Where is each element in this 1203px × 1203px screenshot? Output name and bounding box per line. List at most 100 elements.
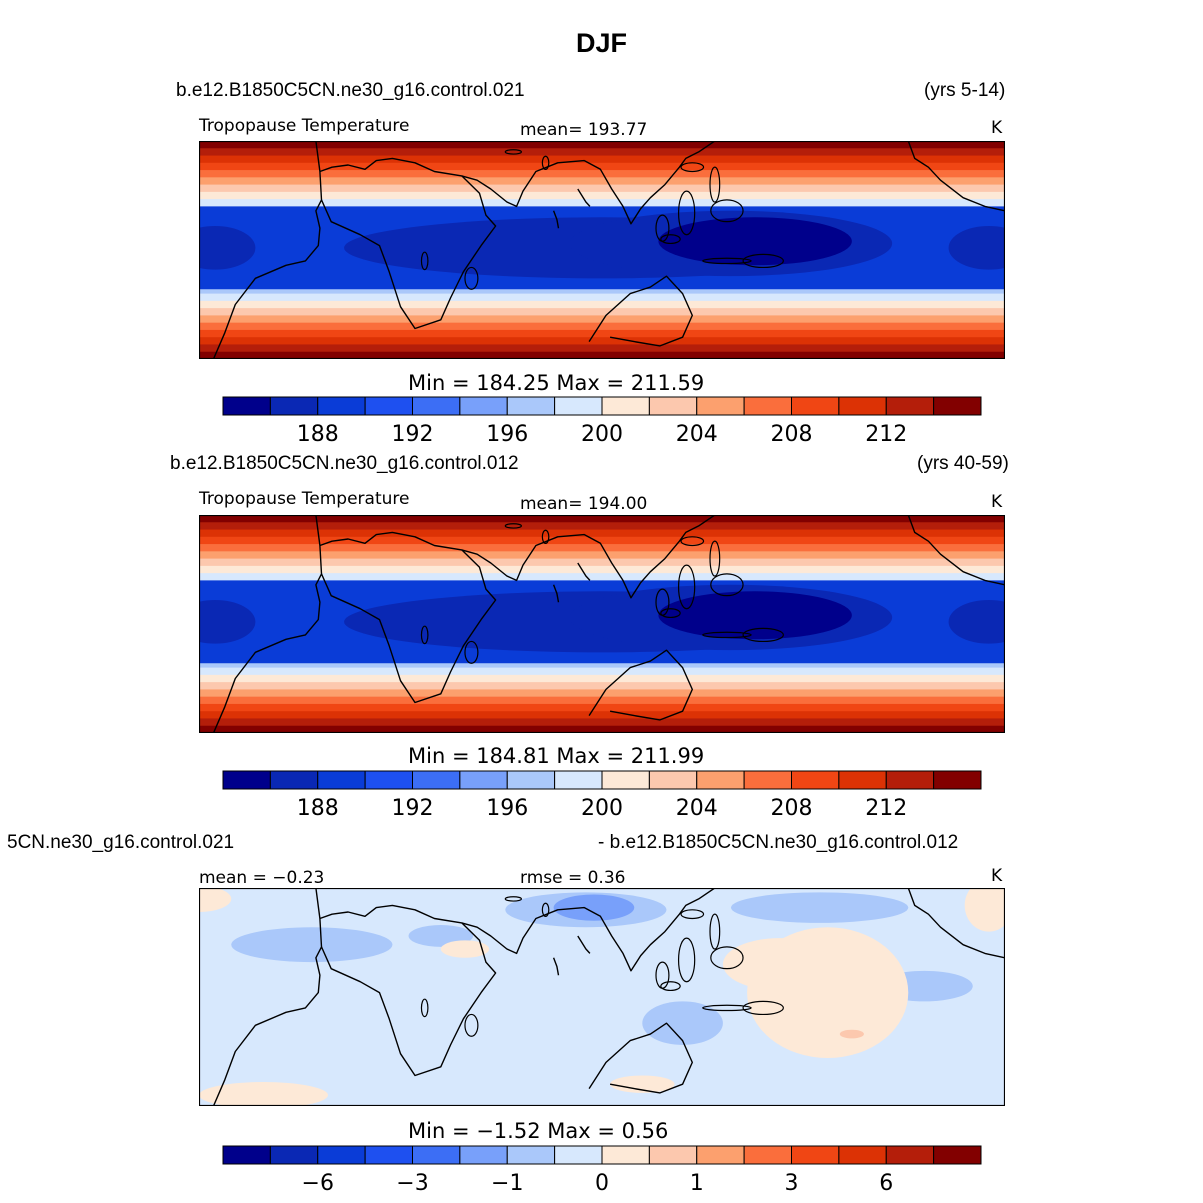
colorbar-swatch: [791, 1145, 840, 1165]
temperature-map-2: [199, 515, 1005, 733]
positive-anomaly: [839, 1029, 864, 1039]
colorbar-1: 188 192 196 200 204 208 212: [222, 396, 982, 446]
colorbar-tick-label: −1: [491, 1171, 523, 1195]
colorbar-swatch: [554, 396, 603, 416]
colorbar-tick-label: 188: [297, 796, 339, 820]
difference-field: [199, 888, 1005, 1106]
map3-island: [420, 998, 429, 1018]
colorbar-swatch: [743, 396, 792, 416]
temperature-field: [199, 141, 1005, 359]
map2-coastline: [907, 515, 1005, 586]
temperature-field: [199, 515, 1005, 733]
colorbar-tick-label: 188: [297, 422, 339, 446]
map-frame: [199, 141, 1005, 359]
map1-island: [541, 155, 550, 170]
map2-island: [504, 523, 522, 529]
colorbar-swatch: [838, 770, 887, 790]
colorbar-swatch: [317, 1145, 366, 1165]
cold-region: [948, 226, 1005, 270]
colorbar-swatch: [317, 396, 366, 416]
units-label-3: K: [991, 866, 1003, 886]
colorbar-tick-label: 192: [392, 796, 434, 820]
map2-coastline: [461, 515, 716, 599]
colorbar-tick-label: 200: [581, 796, 623, 820]
units-label-2: K: [991, 492, 1003, 512]
map2-island: [677, 564, 696, 610]
map1-island: [464, 266, 479, 290]
coldest-region: [658, 591, 852, 640]
map1-island: [677, 190, 696, 236]
coldest-region: [658, 217, 852, 266]
mean-label-2: mean= 194.00: [520, 494, 648, 514]
map1-island: [709, 166, 721, 203]
cold-region: [199, 600, 256, 644]
colorbar-tick-label: 212: [865, 422, 907, 446]
variable-label-2: Tropopause Temperature: [199, 489, 410, 509]
map1-coastline: [461, 141, 716, 225]
map3-coastline: [588, 1022, 693, 1094]
positive-anomaly: [440, 940, 490, 958]
map3-island: [464, 1013, 479, 1037]
colorbar-swatch: [696, 770, 745, 790]
map1-island: [742, 253, 784, 269]
cold-region: [948, 600, 1005, 644]
map2-island: [702, 631, 752, 639]
colorbar-swatch: [459, 1145, 508, 1165]
colorbar-swatch: [412, 770, 461, 790]
case-name-3: 5CN.ne30_g16.control.021: [7, 832, 235, 853]
colorbar-swatch: [743, 770, 792, 790]
case-name-1: b.e12.B1850C5CN.ne30_g16.control.021: [176, 80, 525, 101]
colorbar-tick-label: 204: [676, 796, 718, 820]
units-label-1: K: [991, 118, 1003, 138]
colorbar-swatch: [791, 396, 840, 416]
colorbar-swatch: [506, 770, 556, 790]
map2-island: [660, 608, 681, 619]
colorbar-swatch: [412, 396, 461, 416]
map3-island: [680, 909, 705, 920]
colorbar-tick-label: 208: [771, 796, 813, 820]
colorbar-tick-label: 1: [690, 1171, 704, 1195]
colorbar-swatch: [459, 770, 508, 790]
map1-island: [420, 251, 429, 271]
map2-island: [680, 536, 705, 547]
map1-island: [660, 234, 681, 245]
minmax-label-1: Min = 184.25 Max = 211.59: [408, 371, 705, 395]
rmse-label-3: rmse = 0.36: [520, 868, 626, 888]
variable-label-1: Tropopause Temperature: [199, 116, 410, 136]
negative-anomaly: [553, 894, 635, 921]
colorbar-swatch: [933, 1145, 982, 1165]
negative-anomaly: [231, 927, 393, 963]
colorbar-swatch: [885, 770, 935, 790]
colorbar-swatch: [269, 770, 319, 790]
map1-island: [680, 162, 705, 173]
colorbar-swatch: [222, 1145, 271, 1165]
map2-coastline: [212, 515, 323, 733]
map3-island: [541, 902, 550, 917]
map2-island: [541, 529, 550, 544]
map3-island: [742, 1000, 784, 1016]
page-title: DJF: [575, 28, 627, 58]
colorbar-tick-label: 0: [595, 1171, 609, 1195]
colorbar-swatch: [743, 1145, 792, 1165]
map1-island: [702, 257, 752, 265]
case-years-2: (yrs 40-59): [917, 453, 1009, 474]
case-name-2: b.e12.B1850C5CN.ne30_g16.control.012: [170, 453, 519, 474]
colorbar-swatch: [269, 396, 319, 416]
map1-island: [710, 199, 744, 223]
colorbar-tick-label: 196: [486, 796, 528, 820]
map3-island: [702, 1004, 752, 1012]
positive-anomaly: [722, 938, 836, 991]
colorbar-swatch: [791, 770, 840, 790]
map1-coastline: [319, 157, 497, 330]
colorbar-swatch: [648, 770, 698, 790]
map3-coastline: [319, 904, 497, 1077]
colorbar-swatch: [222, 770, 271, 790]
map2-coastline: [588, 649, 693, 721]
map2-island: [742, 627, 784, 643]
temperature-map-1: [199, 141, 1005, 359]
colorbar-tick-label: −6: [302, 1171, 334, 1195]
map2-coastline: [319, 531, 497, 704]
positive-anomaly: [199, 1082, 328, 1106]
colorbar-swatch: [317, 770, 366, 790]
map1-coastline: [577, 188, 591, 207]
